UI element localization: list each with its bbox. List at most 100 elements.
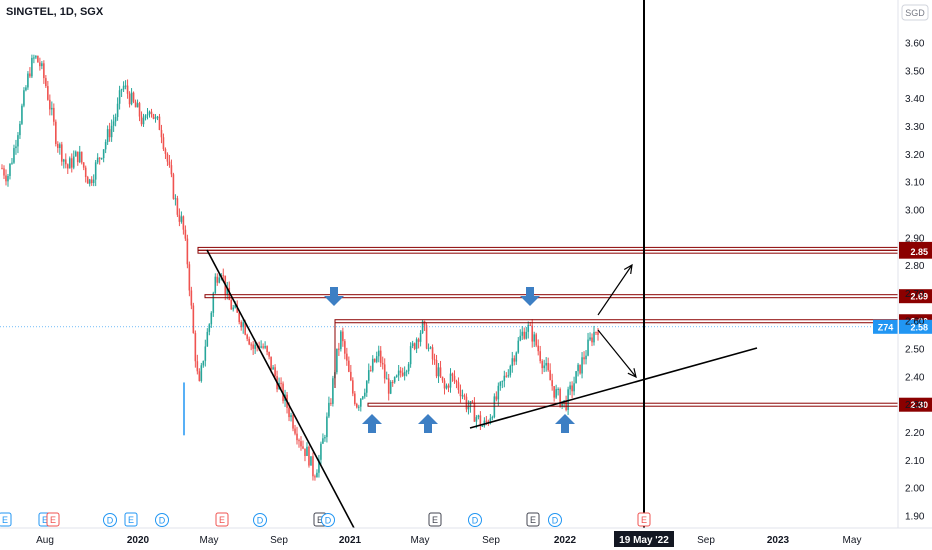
candle-body xyxy=(214,276,217,294)
candle-body xyxy=(373,358,376,362)
earnings-marker-icon xyxy=(428,512,442,527)
candle-body xyxy=(178,214,181,222)
candle-body xyxy=(264,346,266,348)
candle-body xyxy=(162,137,165,150)
candle-body xyxy=(55,121,57,144)
candle-body xyxy=(158,116,161,130)
candle-body xyxy=(535,334,538,346)
candle-body xyxy=(196,361,199,372)
candle-body xyxy=(435,360,438,377)
candle-body xyxy=(262,346,264,348)
candle-body xyxy=(389,381,392,394)
candle-body xyxy=(358,406,360,408)
resistance-down-arrow-icon xyxy=(324,287,344,306)
price-tick-label: 3.40 xyxy=(905,94,925,105)
candle-body xyxy=(579,364,581,374)
candle-body xyxy=(182,216,185,230)
event-marker-label: E xyxy=(50,515,56,525)
vertical-marker-date-badge xyxy=(614,531,674,547)
candle-body xyxy=(491,417,494,419)
ticker-label: Z74 xyxy=(878,322,894,332)
candle-body xyxy=(397,370,400,376)
candle-body xyxy=(381,362,384,365)
candle-body xyxy=(302,446,304,449)
candle-body xyxy=(152,114,155,119)
candle-body xyxy=(100,158,103,160)
candle-body xyxy=(29,73,31,77)
candle-body xyxy=(39,62,41,67)
dividend-marker-icon xyxy=(468,513,482,527)
candle-body xyxy=(401,372,404,376)
candle-body xyxy=(467,406,470,410)
candle-body xyxy=(511,358,514,367)
candle-body xyxy=(459,389,462,397)
candle-body xyxy=(170,165,173,175)
candle-body xyxy=(43,63,45,79)
candle-body xyxy=(164,149,167,154)
candle-body xyxy=(198,371,201,381)
candle-body xyxy=(561,401,563,407)
candle-body xyxy=(232,307,235,310)
candle-body xyxy=(318,459,320,473)
candle-body xyxy=(266,346,268,352)
currency-badge[interactable] xyxy=(901,4,929,21)
level-price-badge xyxy=(899,289,932,304)
time-axis[interactable]: Aug 2020 May Sep 2021 May Sep 2022 19 May '22 Sep… xyxy=(36,531,861,547)
candle-body xyxy=(348,360,350,372)
candle-body xyxy=(47,86,49,100)
candle-body xyxy=(13,148,15,163)
candle-body xyxy=(132,92,135,102)
level-price-label: 2.85 xyxy=(910,247,928,257)
candle-body xyxy=(413,343,416,349)
candle-body xyxy=(387,378,390,394)
candle-body xyxy=(59,144,61,149)
candle-body xyxy=(190,290,193,306)
candle-body xyxy=(332,378,334,404)
candle-body xyxy=(118,90,121,104)
candle-body xyxy=(35,56,37,58)
candle-body xyxy=(188,264,191,291)
candle-body xyxy=(148,111,151,115)
candle-body xyxy=(523,331,526,339)
candle-body xyxy=(559,388,561,407)
candle-body xyxy=(471,401,474,403)
price-tick-label: 2.70 xyxy=(905,289,925,300)
projection-up-arrow xyxy=(597,264,633,316)
candle-body xyxy=(581,357,583,374)
candle-body xyxy=(589,337,591,340)
level-price-badge xyxy=(899,244,932,259)
candle-body xyxy=(475,417,478,422)
price-axis[interactable]: 3.60 3.50 3.40 3.30 3.20 3.10 3.00 2.90 2.80 2.70… xyxy=(905,39,925,523)
candle-body xyxy=(425,325,428,349)
candle-body xyxy=(340,331,342,350)
candle-body xyxy=(94,162,97,180)
time-tick-label: 2023 xyxy=(767,535,790,546)
candle-body xyxy=(236,305,239,313)
candle-body xyxy=(573,383,575,392)
price-tick-label: 1.90 xyxy=(905,512,925,523)
annotations-group xyxy=(206,0,758,529)
candle-body xyxy=(142,118,145,125)
candle-body xyxy=(363,392,366,397)
price-tick-label: 2.90 xyxy=(905,233,925,244)
candle-body xyxy=(501,380,504,382)
candle-body xyxy=(98,157,101,159)
candle-body xyxy=(184,229,187,239)
event-marker-label: E xyxy=(219,515,225,525)
candle-body xyxy=(312,456,314,477)
price-tick-label: 2.30 xyxy=(905,400,925,411)
candle-body xyxy=(124,85,127,87)
candle-body xyxy=(509,366,512,376)
candle-body xyxy=(521,331,524,336)
candle-body xyxy=(393,376,396,383)
candle-body xyxy=(314,476,316,478)
projection-up-arrow-head xyxy=(623,263,633,274)
candle-body xyxy=(280,382,282,384)
vertical-marker-date-label: 19 May '22 xyxy=(619,535,669,546)
candle-body xyxy=(365,380,368,393)
candle-body xyxy=(429,347,432,349)
candle-body xyxy=(565,400,567,410)
candle-body xyxy=(57,143,59,149)
